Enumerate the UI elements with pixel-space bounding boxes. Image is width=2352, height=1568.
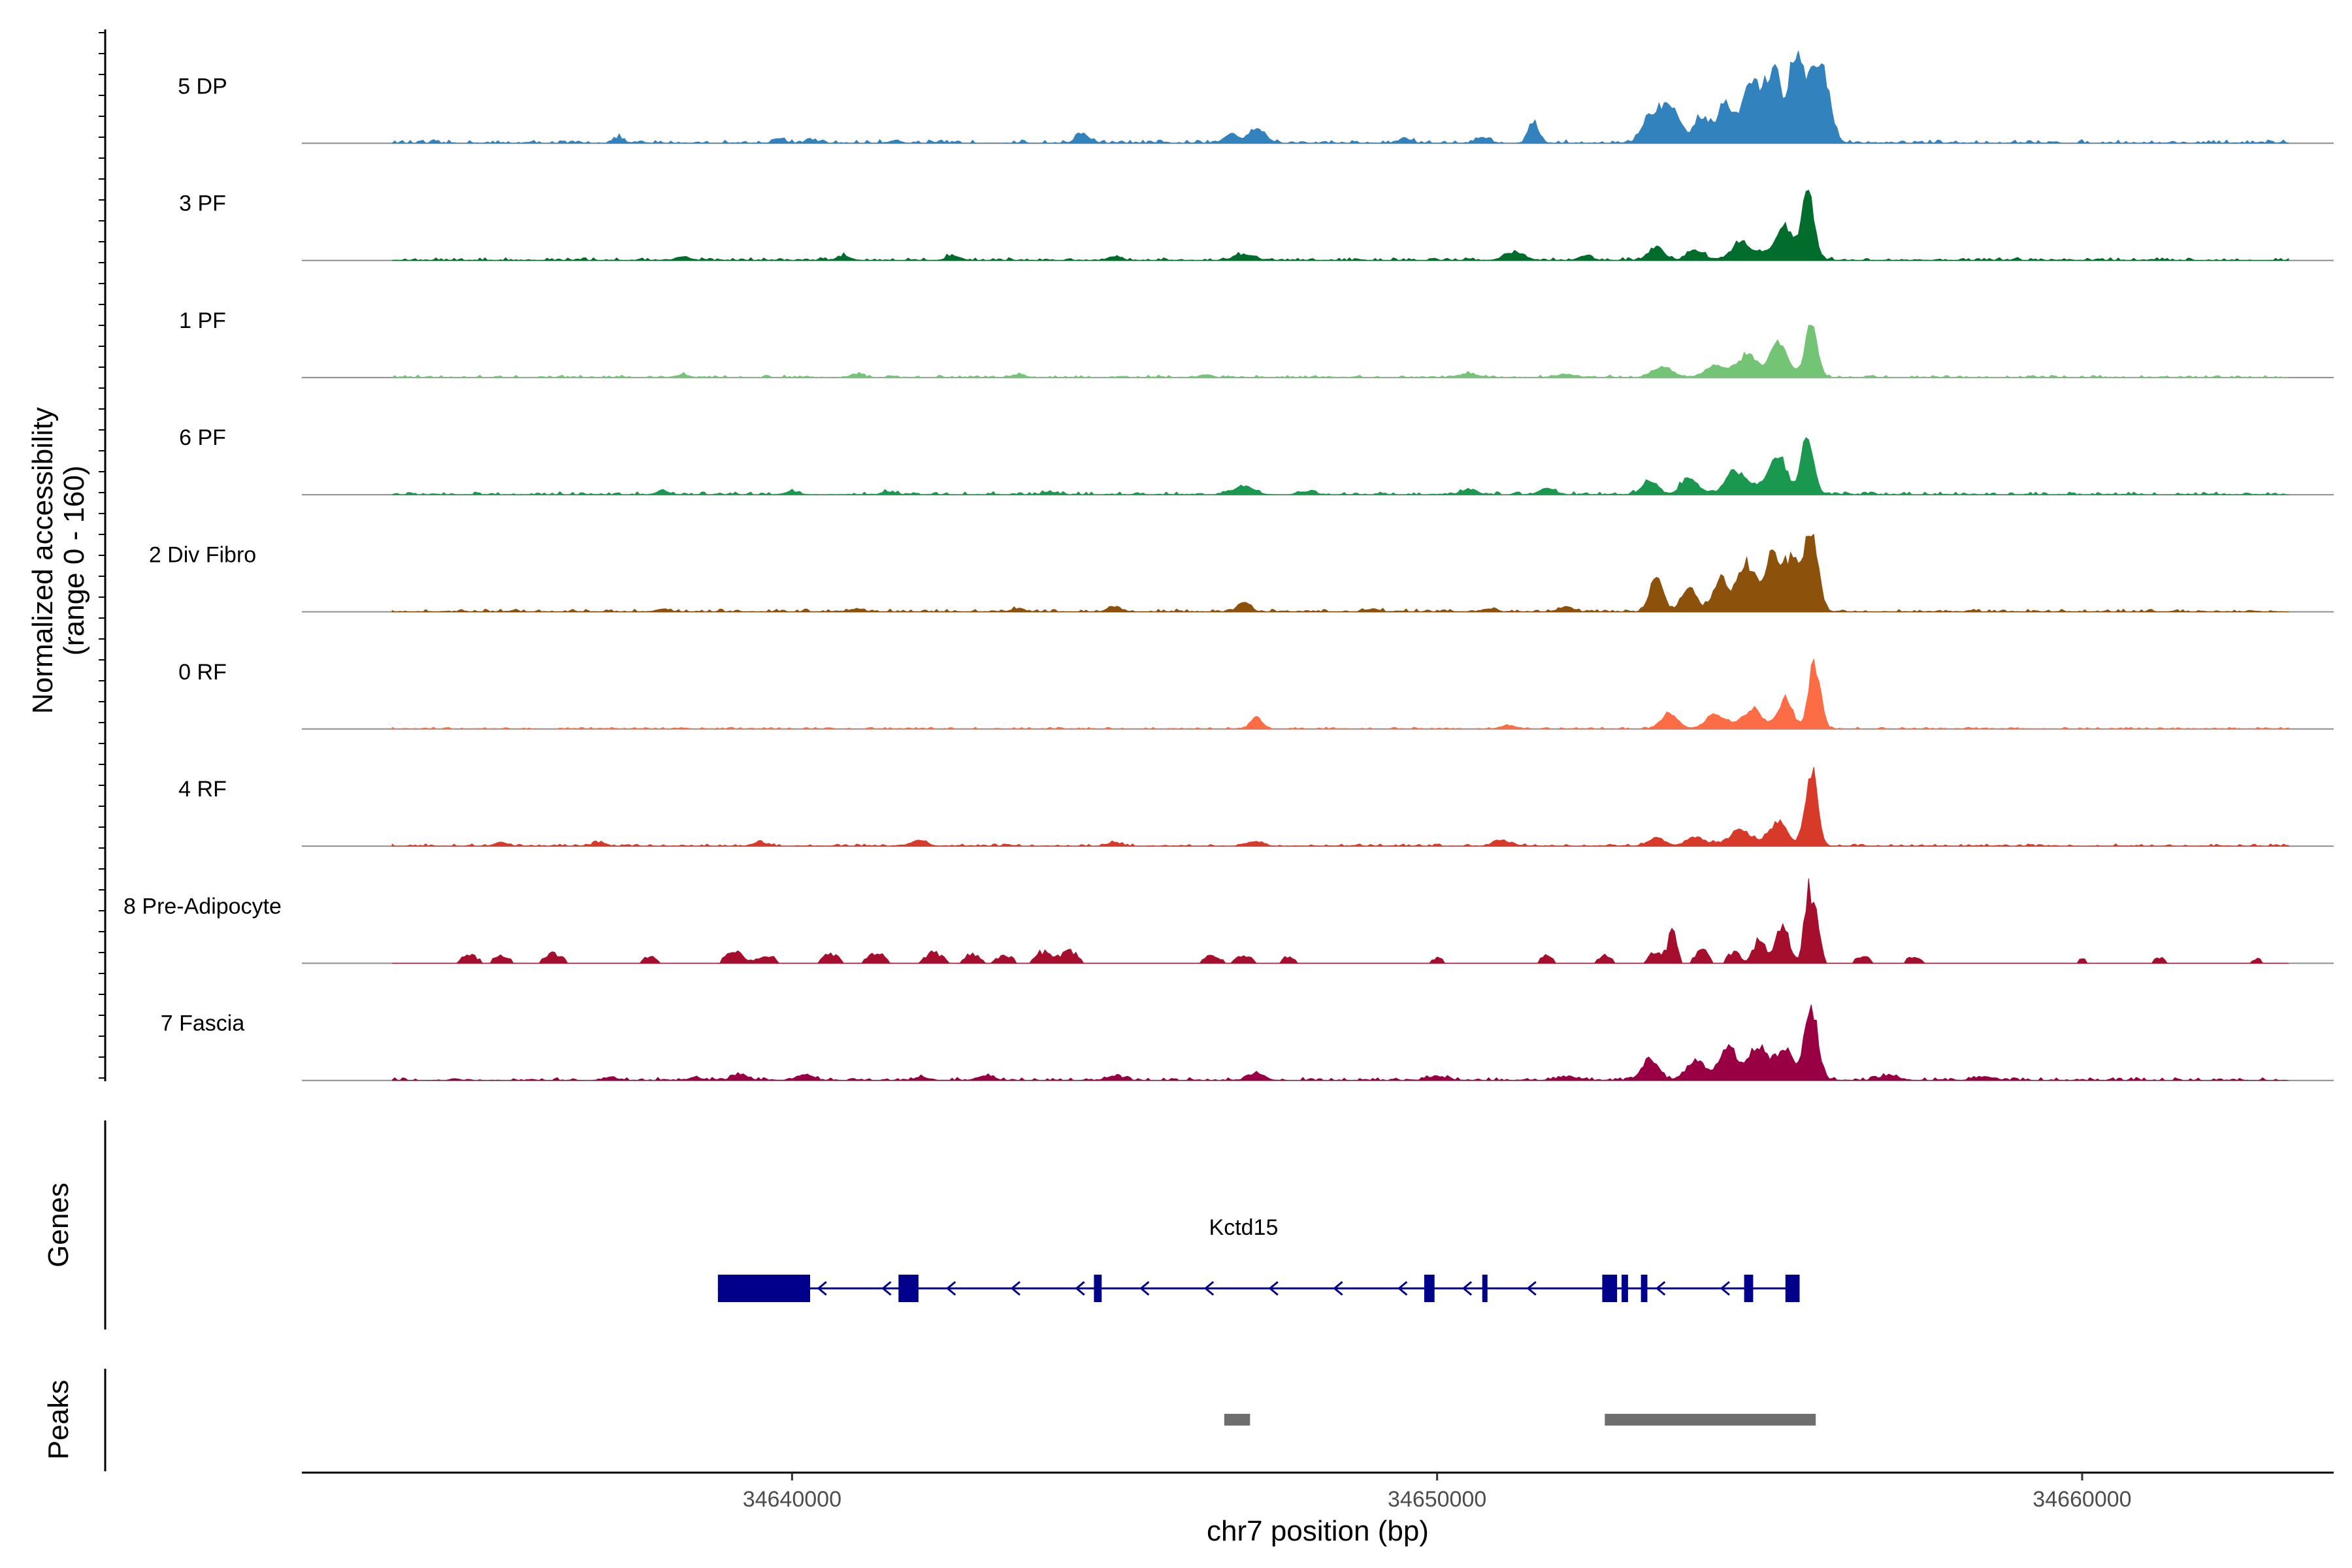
x-tick-label: 34650000: [1388, 1487, 1486, 1512]
gene-exon: [898, 1275, 919, 1302]
strand-arrow: [1526, 1281, 1537, 1296]
gene-exon: [1744, 1275, 1754, 1302]
strand-arrow: [1139, 1281, 1150, 1296]
track-label: 4 RF: [178, 777, 227, 802]
strand-arrow: [1268, 1281, 1279, 1296]
track-5-dp: 5 DP: [178, 50, 2334, 144]
genes-track-title: Genes: [42, 1183, 74, 1267]
y-axis-title-line2: (range 0 - 160): [58, 465, 90, 655]
gene-model: Kctd15: [717, 1215, 1800, 1302]
strand-arrow: [1397, 1281, 1408, 1296]
gene-exon: [1602, 1275, 1618, 1302]
track-4-rf: 4 RF: [178, 767, 2334, 847]
strand-arrow: [1075, 1281, 1085, 1296]
coverage-area: [391, 533, 2289, 613]
strand-arrow: [881, 1281, 892, 1296]
x-tick-label: 34660000: [2033, 1487, 2131, 1512]
coverage-area: [391, 436, 2289, 495]
track-label: 6 PF: [179, 425, 226, 450]
peak-regions: [1224, 1414, 1816, 1426]
track-7-fascia: 7 Fascia: [161, 1004, 2334, 1081]
strand-arrow: [1333, 1281, 1343, 1296]
coverage-area: [391, 1004, 2289, 1081]
gene-exon: [1622, 1275, 1628, 1302]
coverage-area: [392, 189, 2289, 261]
y-axis-title-line1: Normalized accessibility: [27, 407, 59, 713]
x-axis-ticks: 34640000 34650000 34660000: [743, 1473, 2132, 1512]
coverage-y-axis-ticks: [99, 32, 105, 1079]
track-label: 1 PF: [179, 308, 226, 333]
coverage-area: [391, 658, 2289, 730]
track-label: 3 PF: [179, 191, 226, 216]
strand-arrow: [1655, 1281, 1666, 1296]
track-3-pf: 3 PF: [179, 189, 2334, 261]
gene-name-label: Kctd15: [1209, 1215, 1279, 1240]
gene-exon: [1785, 1275, 1800, 1302]
x-tick-label: 34640000: [743, 1487, 841, 1512]
track-label: 2 Div Fibro: [149, 543, 256, 568]
track-label: 0 RF: [178, 660, 227, 685]
strand-arrow: [1010, 1281, 1021, 1296]
coverage-area: [392, 878, 2289, 964]
track-6-pf: 6 PF: [179, 425, 2334, 496]
gene-exon: [1424, 1275, 1435, 1302]
coverage-area: [391, 767, 2289, 847]
gene-exon: [717, 1275, 810, 1302]
coverage-area: [391, 325, 2289, 378]
track-1-pf: 1 PF: [179, 308, 2334, 378]
coverage-area: [391, 50, 2289, 144]
strand-arrow: [817, 1281, 827, 1296]
track-8-pre-adipocyte: 8 Pre-Adipocyte: [123, 878, 2334, 964]
gene-exon: [1641, 1275, 1648, 1302]
gene-exon: [1482, 1275, 1488, 1302]
peak-bar: [1224, 1414, 1250, 1426]
strand-arrow: [1462, 1281, 1473, 1296]
strand-arrow: [1720, 1281, 1730, 1296]
peak-bar: [1605, 1414, 1816, 1426]
strand-arrow: [1203, 1281, 1215, 1296]
track-0-rf: 0 RF: [178, 658, 2334, 730]
track-2-div-fibro: 2 Div Fibro: [149, 533, 2334, 613]
track-label: 8 Pre-Adipocyte: [123, 894, 282, 919]
track-label: 5 DP: [178, 74, 227, 99]
gene-exon: [1094, 1275, 1102, 1302]
peaks-track-title: Peaks: [42, 1380, 74, 1460]
coverage-tracks: 5 DP 3 PF 1 PF 6 PF 2 Div Fibro 0 RF 4 RF 8 Pre…: [123, 50, 2334, 1081]
x-axis-title: chr7 position (bp): [1207, 1515, 1429, 1547]
track-label: 7 Fascia: [161, 1011, 245, 1036]
strand-arrow: [945, 1281, 956, 1296]
